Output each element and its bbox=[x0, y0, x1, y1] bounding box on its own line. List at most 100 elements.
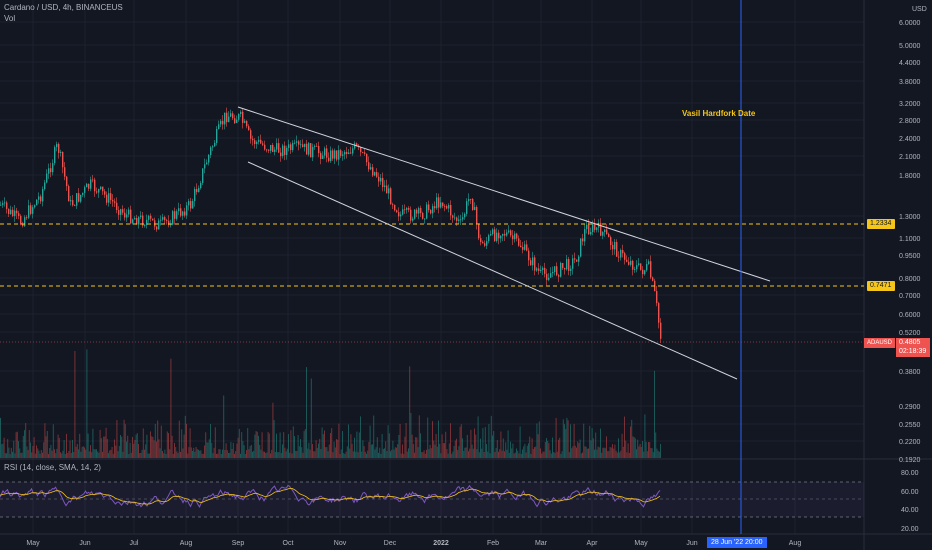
volume-bar bbox=[199, 450, 201, 458]
time-tick: Apr bbox=[587, 540, 599, 547]
volume-bar bbox=[158, 439, 160, 458]
candle-body bbox=[300, 144, 302, 146]
volume-bar bbox=[378, 452, 379, 458]
volume-bar bbox=[410, 413, 412, 458]
candle-body bbox=[16, 210, 18, 214]
channel-lower-trendline[interactable] bbox=[247, 161, 738, 380]
candle-body bbox=[530, 260, 532, 266]
volume-bar bbox=[154, 423, 156, 458]
volume-bar bbox=[39, 453, 41, 458]
volume-bar bbox=[105, 427, 107, 458]
volume-bar bbox=[514, 452, 516, 458]
volume-bar bbox=[196, 449, 198, 458]
volume-bar bbox=[180, 451, 181, 458]
channel-upper-trendline[interactable] bbox=[237, 106, 771, 282]
volume-bar bbox=[38, 450, 40, 458]
volume-bar bbox=[405, 423, 407, 458]
volume-bar bbox=[645, 441, 647, 458]
volume-bar bbox=[459, 426, 461, 458]
volume-bar bbox=[384, 448, 385, 458]
candle-body bbox=[46, 173, 48, 183]
volume-bar bbox=[112, 453, 114, 458]
volume-bar bbox=[372, 444, 373, 458]
volume-bar bbox=[552, 437, 553, 458]
volume-bar bbox=[236, 443, 238, 458]
volume-bar bbox=[255, 430, 257, 458]
volume-bar bbox=[72, 440, 73, 458]
chart-title[interactable]: Cardano / USD, 4h, BINANCEUS bbox=[4, 3, 123, 12]
volume-legend[interactable]: Vol bbox=[4, 14, 16, 23]
volume-bar bbox=[465, 447, 467, 458]
volume-bar bbox=[451, 453, 453, 458]
volume-bar bbox=[644, 414, 646, 458]
volume-bar bbox=[601, 452, 603, 458]
candle-body bbox=[388, 188, 390, 194]
time-tick: Aug bbox=[180, 540, 193, 547]
volume-bar bbox=[536, 423, 538, 458]
volume-bar bbox=[103, 436, 105, 458]
volume-bar bbox=[80, 451, 82, 458]
volume-bar bbox=[176, 451, 178, 458]
candle-body bbox=[642, 269, 644, 275]
time-tick: Mar bbox=[535, 540, 548, 547]
volume-bar bbox=[249, 446, 251, 458]
candle-body bbox=[502, 233, 504, 236]
candle-body bbox=[128, 209, 130, 215]
candle-body bbox=[94, 179, 96, 192]
price-candles[interactable] bbox=[0, 107, 662, 343]
candle-body bbox=[14, 210, 16, 217]
candle-body bbox=[6, 202, 8, 209]
candle-body bbox=[562, 262, 564, 268]
candle-body bbox=[302, 144, 304, 148]
candle-body bbox=[332, 150, 334, 159]
volume-bar bbox=[392, 440, 394, 458]
price-tick: 0.2200 bbox=[899, 439, 921, 446]
volume-bar bbox=[416, 437, 418, 458]
volume-bar bbox=[87, 433, 89, 458]
hardfork-annotation[interactable]: Vasil Hardfork Date bbox=[682, 109, 756, 118]
volume-bar bbox=[351, 443, 353, 458]
volume-bar bbox=[273, 420, 275, 458]
candle-body bbox=[632, 260, 634, 270]
volume-bar bbox=[123, 419, 125, 458]
volume-bar bbox=[546, 438, 547, 458]
volume-bar bbox=[386, 450, 388, 458]
volume-bar bbox=[464, 447, 466, 458]
volume-bar bbox=[328, 444, 330, 458]
price-tick: 3.2000 bbox=[899, 101, 921, 108]
volume-bar bbox=[654, 370, 655, 458]
volume-bar bbox=[442, 443, 444, 458]
volume-bar bbox=[382, 448, 384, 458]
volume-bar bbox=[349, 448, 351, 458]
volume-bar bbox=[253, 450, 255, 458]
volume-bar bbox=[264, 451, 265, 458]
volume-bar bbox=[489, 453, 491, 458]
candle-body bbox=[92, 179, 94, 181]
volume-bar bbox=[316, 447, 318, 458]
volume-bar bbox=[363, 446, 365, 458]
candle-body bbox=[130, 209, 132, 224]
candle-body bbox=[150, 215, 152, 219]
candle-body bbox=[292, 142, 294, 151]
volume-bar bbox=[314, 451, 316, 458]
volume-bar bbox=[338, 423, 340, 458]
candle-body bbox=[594, 223, 596, 230]
volume-bar bbox=[326, 447, 328, 458]
candle-body bbox=[10, 209, 12, 215]
volume-bar bbox=[475, 434, 477, 458]
candle-body bbox=[192, 201, 194, 209]
rsi-legend[interactable]: RSI (14, close, SMA, 14, 2) bbox=[4, 463, 101, 472]
volume-bar bbox=[446, 449, 448, 458]
volume-bar bbox=[267, 431, 269, 458]
volume-bar bbox=[243, 445, 245, 458]
candle-body bbox=[628, 261, 630, 265]
volume-bar bbox=[68, 450, 70, 458]
volume-bar bbox=[212, 453, 214, 458]
volume-bar bbox=[40, 449, 42, 458]
volume-bar bbox=[157, 420, 159, 458]
volume-bar bbox=[302, 452, 304, 458]
price-tick: 3.8000 bbox=[899, 79, 921, 86]
volume-bar bbox=[102, 451, 103, 458]
volume-bar bbox=[430, 448, 432, 458]
